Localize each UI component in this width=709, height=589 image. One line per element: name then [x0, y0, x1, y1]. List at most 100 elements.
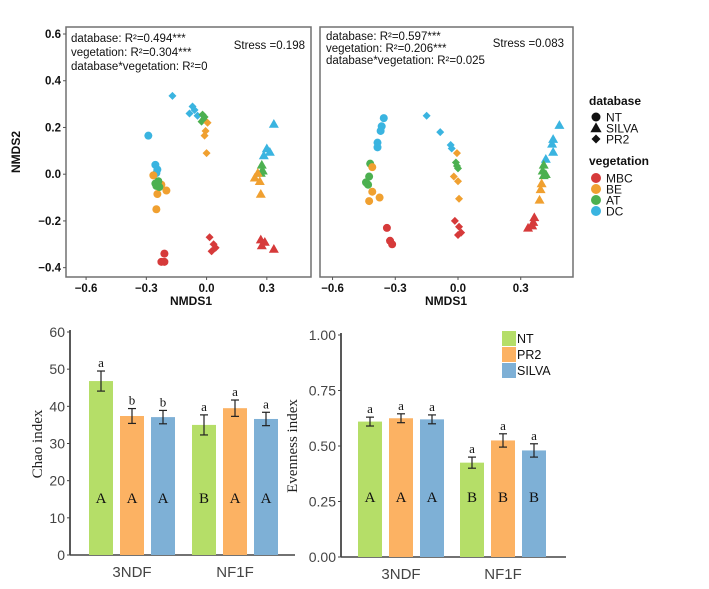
x-tick-label: −0.3 — [384, 283, 407, 295]
bar-silva-3ndf — [420, 419, 444, 557]
scatter-point-pr2-at — [454, 164, 462, 173]
evenness-bars: a Aa Aa Aa Ba Ba B — [358, 398, 546, 557]
scatter-point-nt-dc — [376, 126, 385, 135]
scatter-point-silva-mbc — [268, 243, 279, 253]
scatter-point-nt-dc — [379, 114, 388, 123]
scatter-point-pr2-dc — [422, 111, 431, 120]
bar-nt-3ndf — [89, 381, 113, 555]
nmds-left-y-ticks: 0.6 0.4 0.2 0.0 −0.2 −0.4 — [38, 29, 66, 275]
significance-letter-lower: a — [469, 441, 475, 456]
scatter-point-silva-be — [255, 189, 266, 198]
scatter-point-silva-dc — [548, 134, 559, 143]
x-tick-label: 0.3 — [513, 283, 529, 295]
chao-bar-chart: 0 10 20 30 40 50 60 3NDF NF1F a Ab Ab Aa Ba Aa A Chao … — [30, 324, 295, 581]
scatter-point-silva-at — [540, 169, 551, 178]
bar-pr2-nf1f — [223, 408, 247, 555]
legend-swatch-silva-icon — [502, 363, 516, 378]
scatter-point-pr2-dc — [168, 91, 177, 100]
nmds-left-xlabel: NMDS1 — [170, 294, 212, 308]
significance-letter-lower: a — [367, 401, 373, 416]
significance-letter-lower: a — [201, 399, 207, 414]
nmds-left-points — [144, 91, 279, 266]
x-category-label: 3NDF — [112, 564, 151, 581]
legend-vegetation-title: vegetation — [589, 154, 649, 168]
significance-letter-lower: a — [98, 355, 104, 370]
scatter-point-silva-dc — [258, 150, 269, 160]
scatter-point-pr2-dc — [185, 109, 194, 118]
y-tick-label: 10 — [49, 510, 65, 526]
scatter-point-nt-be — [162, 186, 171, 195]
significance-letter-upper: A — [261, 491, 272, 507]
legend-vegetation-label: MBC — [606, 172, 633, 186]
bar-nt-nf1f — [460, 462, 484, 557]
nmds-right-frame — [319, 26, 574, 278]
bar-nt-nf1f — [192, 424, 216, 555]
significance-letter-upper: B — [529, 490, 539, 506]
legend-color-mbc-icon — [591, 173, 601, 183]
legend-color-dc-icon — [591, 206, 601, 216]
scatter-point-nt-dc — [373, 143, 382, 152]
significance-letter-upper: B — [199, 491, 209, 507]
scatter-point-pr2-dc — [190, 105, 199, 114]
legend-database-label: PR2 — [606, 133, 630, 147]
scatter-point-nt-mbc — [382, 223, 391, 232]
scatter-point-pr2-mbc — [450, 216, 459, 225]
scatter-point-silva-dc — [554, 120, 565, 129]
scatter-point-pr2-be — [454, 177, 462, 186]
significance-letter-upper: A — [230, 491, 241, 507]
scatter-point-silva-dc — [268, 118, 279, 128]
scatter-point-nt-mbc — [160, 257, 169, 266]
y-tick-label: 20 — [49, 473, 65, 489]
scatter-point-pr2-be — [203, 118, 212, 127]
y-tick-label: 40 — [49, 398, 65, 414]
scatter-point-pr2-mbc — [454, 230, 462, 239]
nmds-right-annotation-2: vegetation: R²=0.206*** — [326, 43, 447, 55]
scatter-point-silva-be — [535, 184, 546, 194]
x-tick-label: 0.0 — [199, 283, 215, 295]
scatter-point-silva-be — [249, 172, 260, 182]
scatter-point-pr2-be — [452, 149, 461, 158]
y-tick-label: −0.4 — [38, 263, 61, 275]
scatter-point-nt-mbc — [388, 240, 397, 249]
significance-letter-upper: A — [396, 490, 407, 506]
nmds-left-panel: −0.6 −0.3 0.0 0.3 0.6 0.4 0.2 0.0 −0.2 −0.4 data… — [9, 26, 312, 308]
legend-shape-triangle-icon — [590, 122, 602, 133]
scatter-point-nt-be — [368, 163, 377, 172]
legend-swatch-pr2-icon — [502, 347, 516, 362]
significance-letter-upper: A — [365, 490, 376, 506]
scatter-point-pr2-be — [202, 149, 211, 158]
legend-label: PR2 — [517, 348, 541, 362]
legend-vegetation-label: AT — [606, 194, 621, 208]
scatter-point-silva-mbc — [529, 212, 540, 222]
scatter-point-silva-be — [254, 176, 265, 185]
legend-database-label: SILVA — [606, 122, 638, 136]
scatter-point-pr2-dc — [447, 144, 456, 153]
y-tick-label: 30 — [49, 436, 65, 452]
x-category-label: NF1F — [484, 566, 522, 583]
nmds-left-ylabel: NMDS2 — [9, 131, 23, 173]
scatter-point-nt-be — [365, 197, 374, 206]
scatter-point-silva-mbc — [523, 222, 534, 232]
y-tick-label: 0 — [57, 547, 65, 563]
bar-silva-nf1f — [254, 418, 278, 555]
bar-nt-3ndf — [358, 421, 382, 557]
significance-letter-lower: a — [232, 384, 238, 399]
evenness-ylabel: Evenness index — [285, 399, 301, 493]
significance-letter-upper: A — [427, 490, 438, 506]
y-tick-label: 0.0 — [45, 169, 61, 181]
legend-label: NT — [517, 332, 534, 346]
scatter-point-silva-be — [534, 194, 545, 204]
bar-pr2-3ndf — [120, 415, 144, 555]
scatter-point-pr2-dc — [436, 128, 445, 137]
scatter-point-silva-dc — [547, 138, 558, 148]
scatter-point-silva-at — [256, 159, 267, 169]
scatter-point-silva-dc — [548, 147, 559, 156]
nmds-right-points — [362, 111, 565, 249]
legend-color-be-icon — [591, 184, 601, 194]
nmds-right-annotation-3: database*vegetation: R²=0.025 — [326, 55, 485, 67]
significance-letter-upper: A — [158, 491, 169, 507]
bar-pr2-nf1f — [491, 440, 515, 557]
significance-letter-lower: b — [160, 394, 167, 409]
